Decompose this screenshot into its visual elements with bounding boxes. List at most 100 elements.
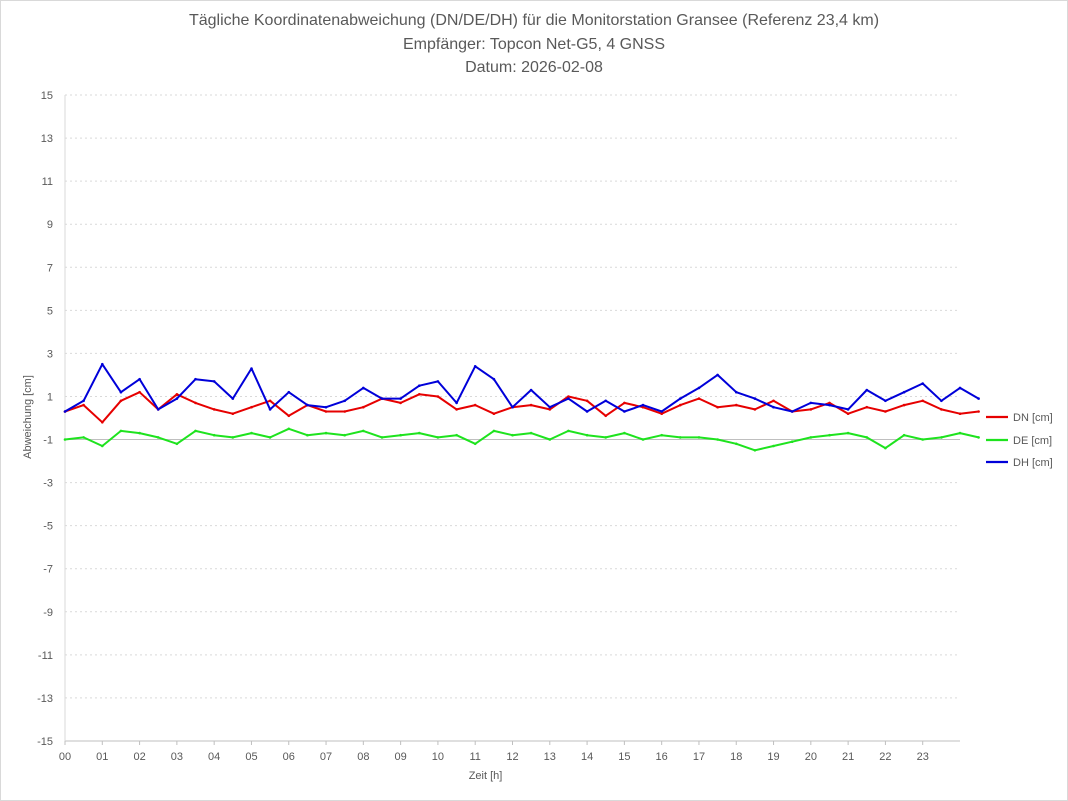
data-point-dh bbox=[902, 390, 906, 394]
data-point-dh bbox=[82, 399, 85, 403]
x-tick-label: 22 bbox=[879, 751, 891, 763]
data-point-dn bbox=[716, 405, 719, 409]
y-tick-label: 1 bbox=[47, 391, 53, 403]
data-point-de bbox=[585, 433, 589, 437]
data-point-dh bbox=[604, 399, 607, 403]
data-point-dn bbox=[194, 401, 197, 405]
y-tick-label: 3 bbox=[47, 348, 53, 360]
x-tick-label: 17 bbox=[693, 751, 705, 763]
data-point-dh bbox=[865, 388, 869, 392]
data-point-de bbox=[921, 438, 924, 441]
data-point-dh bbox=[660, 410, 663, 413]
data-point-dn bbox=[529, 403, 533, 407]
y-tick-label: -3 bbox=[43, 478, 53, 490]
data-point-de bbox=[940, 436, 943, 439]
x-tick-label: 01 bbox=[96, 751, 108, 763]
chart-subtitle-receiver: Empfänger: Topcon Net-G5, 4 GNSS bbox=[402, 36, 666, 53]
data-point-dn bbox=[772, 399, 775, 403]
data-point-dh bbox=[231, 397, 235, 400]
data-point-dh bbox=[101, 362, 104, 366]
x-tick-label: 16 bbox=[656, 751, 668, 763]
x-tick-label: 00 bbox=[59, 751, 71, 763]
data-point-de bbox=[492, 429, 496, 433]
data-point-dn bbox=[940, 408, 943, 411]
data-point-dn bbox=[82, 403, 85, 407]
data-point-dn bbox=[567, 395, 570, 398]
x-tick-label: 13 bbox=[544, 751, 556, 763]
data-point-dn bbox=[902, 403, 906, 407]
data-point-de bbox=[156, 436, 160, 439]
x-axis: 00 01 02 03 04 05 06 07 08 09 10 11 12 13 14 15 16 17 18 19… bbox=[59, 740, 960, 782]
y-tick-label: -9 bbox=[43, 607, 53, 619]
data-point-de bbox=[343, 433, 347, 437]
data-point-dh bbox=[772, 405, 775, 409]
data-point-dn bbox=[250, 405, 253, 409]
data-point-dh bbox=[585, 410, 589, 413]
data-point-dh bbox=[809, 401, 813, 405]
y-tick-label: -5 bbox=[43, 521, 53, 533]
data-point-dn bbox=[604, 414, 607, 418]
data-point-de bbox=[82, 436, 85, 439]
data-point-de bbox=[977, 436, 980, 439]
data-point-dn bbox=[865, 405, 869, 409]
data-point-dh bbox=[884, 399, 887, 403]
x-tick-label: 08 bbox=[357, 751, 369, 763]
data-point-de bbox=[362, 429, 365, 433]
data-point-de bbox=[623, 431, 626, 435]
data-point-dh bbox=[697, 386, 701, 390]
data-point-dn bbox=[343, 410, 347, 413]
data-point-dh bbox=[455, 401, 458, 405]
data-point-de bbox=[63, 438, 67, 441]
data-point-dn bbox=[921, 399, 924, 403]
y-tick-label: 9 bbox=[47, 219, 53, 231]
x-tick-label: 10 bbox=[432, 751, 444, 763]
data-point-de bbox=[548, 438, 552, 441]
chart-title: Tägliche Koordinatenabweichung (DN/DE/DH… bbox=[188, 12, 880, 29]
x-tick-label: 18 bbox=[730, 751, 742, 763]
data-point-de bbox=[455, 433, 458, 437]
x-tick-label: 02 bbox=[133, 751, 145, 763]
data-point-dn bbox=[324, 410, 328, 413]
data-point-dn bbox=[548, 408, 552, 411]
data-point-de bbox=[306, 433, 309, 437]
data-point-dn bbox=[138, 390, 141, 394]
data-point-dh bbox=[548, 405, 552, 409]
data-point-de bbox=[828, 433, 831, 437]
data-point-dh bbox=[212, 380, 216, 383]
data-point-dh bbox=[716, 373, 719, 377]
data-point-de bbox=[138, 431, 141, 435]
x-tick-label: 04 bbox=[208, 751, 220, 763]
x-tick-label: 06 bbox=[283, 751, 295, 763]
data-point-dh bbox=[306, 403, 309, 407]
data-point-dh bbox=[380, 397, 384, 400]
x-tick-label: 03 bbox=[171, 751, 183, 763]
data-point-dn bbox=[473, 403, 477, 407]
data-point-dh bbox=[623, 410, 626, 413]
data-point-dh bbox=[63, 410, 67, 413]
x-tick-label: 05 bbox=[245, 751, 257, 763]
y-tick-label: 7 bbox=[47, 262, 53, 274]
data-point-dn bbox=[231, 412, 235, 416]
data-point-de bbox=[511, 433, 514, 437]
data-point-de bbox=[735, 442, 738, 446]
data-point-dn bbox=[455, 408, 458, 411]
data-point-dn bbox=[958, 412, 962, 416]
data-point-dh bbox=[324, 405, 328, 409]
data-point-dn bbox=[641, 405, 645, 409]
data-point-de bbox=[697, 436, 701, 439]
data-point-dn bbox=[436, 395, 440, 398]
data-point-dh bbox=[156, 408, 160, 411]
data-point-de bbox=[884, 446, 887, 450]
y-tick-label: -13 bbox=[37, 693, 53, 705]
data-point-dn bbox=[101, 421, 104, 424]
data-point-dn bbox=[399, 401, 402, 405]
data-point-de bbox=[194, 429, 197, 433]
data-point-dn bbox=[268, 399, 272, 403]
legend-label: DN [cm] bbox=[1013, 412, 1053, 424]
grid-lines bbox=[65, 94, 960, 742]
data-point-dn bbox=[697, 397, 701, 400]
data-point-dh bbox=[138, 377, 141, 381]
data-point-dh bbox=[436, 380, 440, 383]
data-point-dn bbox=[679, 403, 682, 407]
